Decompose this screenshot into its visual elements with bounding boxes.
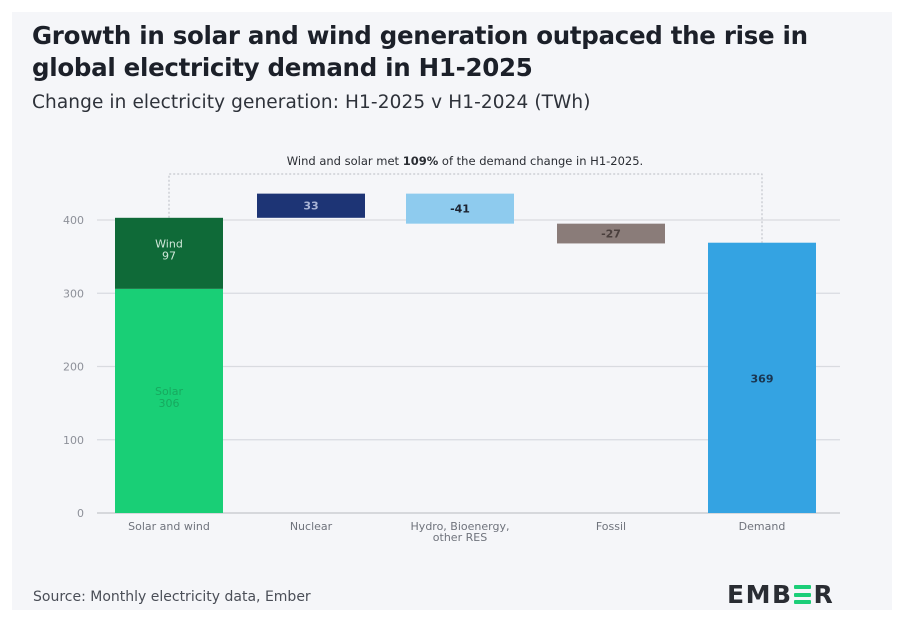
bar-hydro-bioenergy-other-res — [406, 193, 514, 224]
bar-wind — [115, 217, 223, 289]
x-axis: Solar and wind Nuclear Hydro, Bioenergy,ot… — [128, 520, 785, 544]
annotation-highlight: 109% — [402, 154, 439, 168]
x-category-label: Hydro, Bioenergy, — [411, 520, 510, 533]
source-note: Source: Monthly electricity data, Ember — [33, 589, 311, 605]
bar-value-label: 369 — [751, 373, 774, 386]
chart-annotation: Wind and solar met 109% of the demand ch… — [168, 154, 762, 168]
chart-subtitle: Change in electricity generation: H1-202… — [32, 92, 591, 113]
x-category-label: Demand — [739, 520, 786, 533]
bar-fossil — [557, 223, 665, 244]
x-category-label: Solar and wind — [128, 520, 210, 533]
annotation-bracket — [168, 173, 763, 243]
bar-demand — [708, 242, 816, 513]
bar-solar — [115, 288, 223, 513]
ember-logo: EMB R — [727, 580, 834, 609]
y-tick-label: 400 — [63, 214, 84, 227]
annotation-bracket-line — [168, 173, 763, 243]
y-tick-label: 300 — [63, 287, 84, 300]
annotation-suffix: of the demand change in H1-2025. — [438, 154, 644, 168]
logo-text-right: R — [813, 580, 835, 609]
x-category-label: Nuclear — [290, 520, 333, 533]
x-category-label: Fossil — [596, 520, 626, 533]
y-tick-label: 100 — [63, 434, 84, 447]
y-tick-label: 0 — [77, 507, 84, 520]
y-axis: 0 100 200 300 400 — [63, 214, 84, 520]
bar-value-label: -27 — [601, 228, 621, 241]
bar-value-label: -41 — [450, 203, 470, 216]
y-tick-label: 200 — [63, 361, 84, 374]
bar-segment-name: Solar — [155, 385, 184, 398]
bar-segment-name: Wind — [155, 237, 183, 250]
x-category-label: other RES — [433, 531, 487, 544]
bar-value-label: 306 — [159, 397, 180, 410]
bar-value-label: 33 — [303, 200, 318, 213]
chart-title: Growth in solar and wind generation outp… — [32, 21, 808, 82]
bar-value-label: 97 — [162, 249, 176, 262]
annotation-prefix: Wind and solar met — [286, 154, 403, 168]
logo-e-bars-icon — [793, 585, 811, 604]
logo-text-left: EMB — [727, 580, 793, 609]
bar-nuclear — [257, 193, 365, 218]
